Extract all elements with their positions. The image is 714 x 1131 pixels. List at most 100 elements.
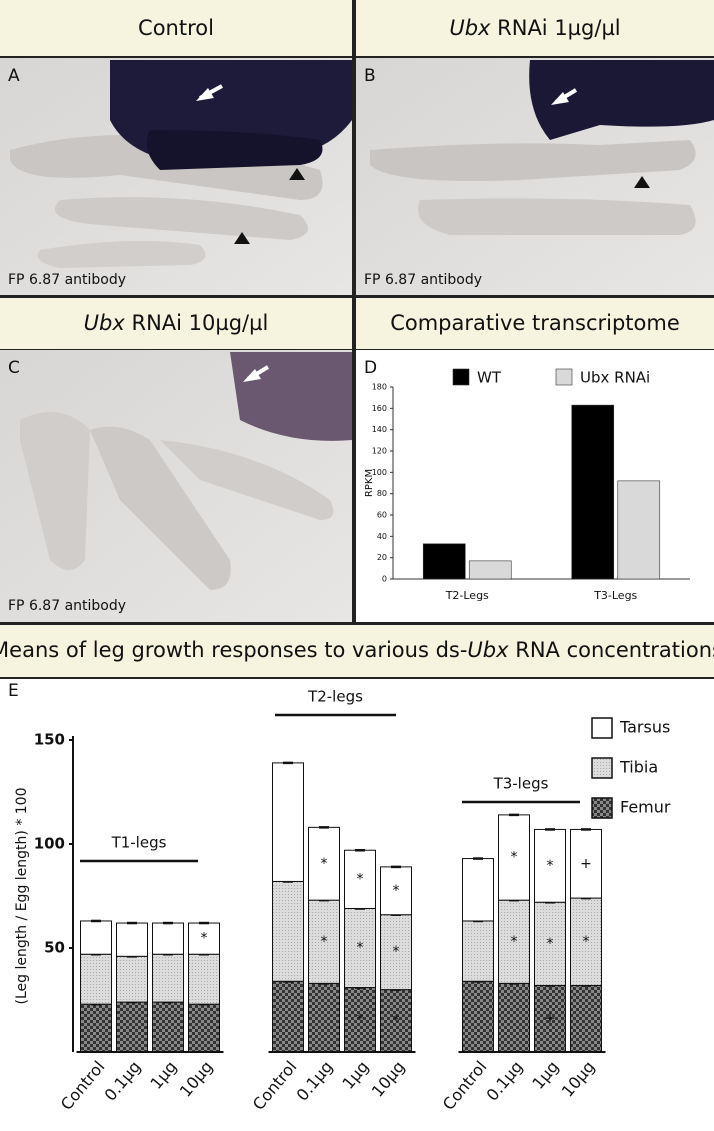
bar-segment (188, 953, 220, 1005)
bar-segment (116, 922, 148, 957)
panel-letter: D (364, 358, 377, 378)
title-segment: Means of leg growth responses to various… (0, 638, 467, 662)
bar-segment (462, 980, 494, 1053)
caption: FP 6.87 antibody (8, 272, 126, 288)
panel-letter: E (8, 681, 19, 701)
y-tick-label: 20 (377, 553, 387, 562)
bar-segment (272, 980, 304, 1053)
x-tick-label: T2-Legs (445, 589, 489, 602)
significance-mark: * (511, 850, 518, 866)
bar-segment (272, 880, 304, 982)
bar-segment (272, 762, 304, 882)
bar-segment (380, 866, 412, 916)
leg-shape (55, 197, 308, 240)
arrowhead (634, 176, 650, 188)
significance-mark: * (321, 856, 328, 872)
significance-mark: * (357, 940, 364, 956)
bar-segment (344, 907, 376, 989)
header-bg (356, 298, 714, 349)
y-tick-label: 100 (34, 835, 65, 853)
legend-swatch (452, 368, 470, 386)
bar-segment (188, 1003, 220, 1053)
significance-mark: * (201, 931, 208, 947)
bar (422, 543, 466, 580)
leg-shape (160, 440, 334, 520)
title-segment: RNA concentrations (509, 638, 714, 662)
bar-segment (534, 984, 566, 1053)
title-segment: RNAi 10µg/µl (125, 311, 269, 335)
header-bg (0, 298, 352, 349)
header-bg (0, 0, 352, 56)
bar (571, 404, 615, 580)
significance-mark: * (547, 858, 554, 874)
panel-letter: C (8, 358, 20, 378)
title-segment: Ubx (467, 638, 509, 662)
stain (529, 60, 714, 140)
legend-label: Femur (620, 798, 671, 817)
y-tick-label: 40 (377, 532, 387, 541)
group-label: T2-legs (307, 688, 363, 706)
bar-segment (308, 826, 340, 901)
panel-title: Comparative transcriptome (390, 311, 680, 335)
caption: FP 6.87 antibody (8, 598, 126, 614)
legend-label: WT (477, 369, 502, 387)
y-tick-label: 60 (377, 511, 387, 520)
y-tick-label: 0 (382, 575, 387, 584)
arrow-head (551, 92, 569, 105)
bar-segment (570, 984, 602, 1053)
panel-bg (356, 350, 714, 622)
arrow-head (243, 369, 261, 382)
leg-shape (20, 412, 90, 570)
bar-segment (116, 955, 148, 1003)
bar-segment (80, 920, 112, 955)
significance-mark: * (511, 934, 518, 950)
arrow-head (196, 88, 214, 101)
significance-mark: + (580, 856, 592, 872)
bar-segment (152, 953, 184, 1003)
y-tick-label: 140 (372, 425, 387, 434)
bar (468, 560, 512, 580)
leg-shape (37, 241, 206, 268)
y-tick-label: 180 (372, 383, 387, 392)
leg-shape (90, 426, 231, 590)
significance-mark: * (547, 936, 554, 952)
y-tick-label: 80 (377, 489, 387, 498)
bar-segment (344, 849, 376, 909)
panel-title: Ubx RNAi 1µg/µl (449, 16, 620, 40)
y-tick-label: 160 (372, 404, 387, 413)
title-segment: Ubx (84, 311, 126, 335)
bar-segment (498, 899, 530, 984)
bar-segment (462, 920, 494, 982)
legend-swatch (591, 717, 613, 739)
bar-segment (498, 982, 530, 1053)
bar-segment (534, 901, 566, 986)
significance-mark: * (357, 1012, 364, 1028)
bar-segment (570, 897, 602, 986)
panel-letter: A (8, 66, 20, 86)
significance-mark: + (544, 1011, 556, 1027)
bar-segment (462, 858, 494, 922)
bar-segment (188, 922, 220, 955)
panel-title: Ubx RNAi 10µg/µl (84, 311, 269, 335)
y-tick-label: 50 (44, 939, 65, 957)
caption: FP 6.87 antibody (364, 272, 482, 288)
significance-mark: * (357, 871, 364, 887)
bar-segment (152, 1001, 184, 1053)
arrowhead (289, 168, 305, 180)
title-segment: Ubx (449, 16, 491, 40)
legend-label: Tarsus (619, 718, 670, 737)
y-tick-label: 120 (372, 447, 387, 456)
group-label: T1-legs (111, 834, 167, 852)
bar-segment (344, 987, 376, 1053)
title-segment: Comparative transcriptome (390, 311, 680, 335)
bar-segment (152, 922, 184, 955)
legend-swatch (555, 368, 573, 386)
significance-mark: * (583, 934, 590, 950)
bar (617, 480, 661, 580)
group-label: T3-legs (493, 775, 549, 793)
bar-segment (116, 1001, 148, 1053)
significance-mark: * (393, 944, 400, 960)
title-segment: Control (138, 16, 214, 40)
